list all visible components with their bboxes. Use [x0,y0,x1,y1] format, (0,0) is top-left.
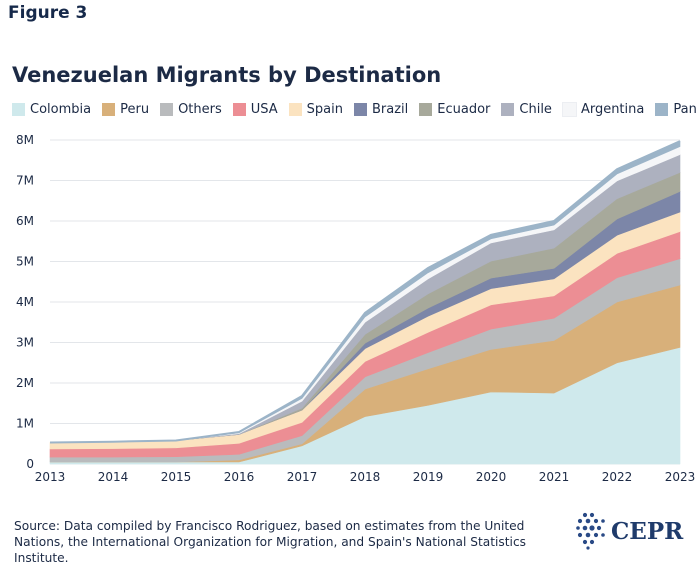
legend-item-argentina: Argentina [561,102,645,117]
x-tick-label: 2022 [602,470,633,484]
y-tick-label: 7M [16,174,34,188]
x-tick-label: 2017 [287,470,318,484]
x-tick-label: 2016 [224,470,255,484]
legend-swatch [288,103,302,116]
legend-swatch [102,103,116,116]
x-tick-label: 2020 [476,470,507,484]
legend-label: Peru [120,102,150,117]
y-tick-label: 6M [16,214,34,228]
y-tick-label: 5M [16,255,34,269]
legend-label: Chile [519,102,552,117]
y-tick-label: 8M [16,133,34,147]
legend-swatch [160,103,174,116]
figure-label: Figure 3 [8,3,88,23]
legend-label: Argentina [580,102,645,117]
total-outline [49,140,681,444]
x-tick-label: 2014 [98,470,129,484]
legend-item-brazil: Brazil [353,102,409,117]
x-tick-label: 2018 [350,470,381,484]
cepr-dot-mark-icon [576,512,605,550]
chart-legend: Colombia Peru Others USA Spain Brazil Ecuador C… [12,102,697,117]
legend-item-peru: Peru [102,102,149,117]
legend-item-ecuador: Ecuador [419,102,490,117]
legend-item-panama: Panama [655,102,697,117]
x-tick-label: 2015 [161,470,192,484]
legend-label: Ecuador [437,102,491,117]
legend-item-chile: Chile [501,102,552,117]
chart-title: Venezuelan Migrants by Destination [12,63,442,87]
legend-swatch [419,103,433,116]
logo-text: CEPR [611,517,684,545]
cepr-logo: CEPR [576,512,683,550]
y-tick-label: 3M [16,336,34,350]
y-tick-label: 0 [26,457,34,471]
legend-label: Brazil [371,102,409,117]
y-tick-label: 2M [16,376,34,390]
legend-swatch [655,103,669,116]
x-tick-label: 2021 [539,470,570,484]
legend-item-colombia: Colombia [12,102,91,117]
x-tick-label: 2013 [35,470,66,484]
legend-label: Spain [306,102,343,117]
legend-item-others: Others [160,102,222,117]
legend-label: Colombia [30,102,92,117]
legend-swatch [12,103,25,116]
legend-item-spain: Spain [288,102,343,117]
axis-layer: 0 1M 2M 3M 4M 5M 6M 7M 8M 2013 2014 2015 2016 2017 201… [16,133,695,484]
legend-label: Panama [673,102,697,117]
x-tick-label: 2019 [413,470,444,484]
legend-item-usa: USA [232,102,278,117]
y-tick-label: 1M [16,417,34,431]
legend-swatch [561,102,577,117]
legend-swatch [501,103,515,116]
legend-label: Others [178,102,222,117]
source-note: Source: Data compiled by Francisco Rodri… [14,519,526,565]
legend-swatch [353,103,367,116]
x-tick-label: 2023 [665,470,696,484]
stacked-area-chart: 0 1M 2M 3M 4M 5M 6M 7M 8M 2013 2014 2015 2016 2017 201… [16,133,695,484]
area-layer [49,140,681,465]
legend-label: USA [250,102,278,117]
y-tick-label: 4M [16,295,34,309]
legend-swatch [232,103,246,116]
